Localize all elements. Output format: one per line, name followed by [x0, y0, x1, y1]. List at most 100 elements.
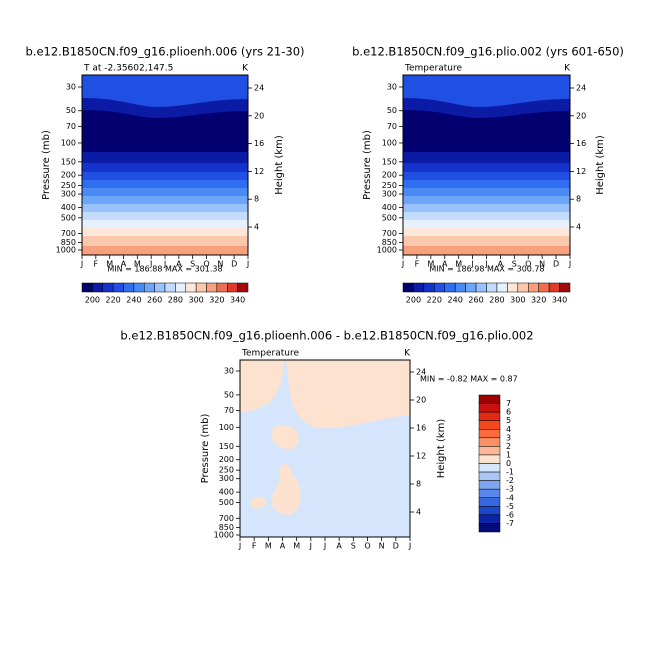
contour-band [403, 196, 570, 204]
x-tick-label: S [351, 542, 356, 551]
y2-tick-label: 24 [254, 84, 264, 93]
colorbar-box [478, 394, 501, 404]
y-tick-label: 150 [382, 157, 397, 166]
y-tick-label: 1000 [214, 531, 234, 540]
contour-band [403, 110, 570, 152]
contour-band [403, 204, 570, 212]
contour-band [82, 212, 248, 220]
colorbar-box [123, 282, 135, 293]
y-tick-label: 100 [61, 138, 76, 147]
colorbar-label: 320 [531, 296, 546, 305]
colorbar-label: 6 [506, 408, 511, 417]
y-tick-label: 250 [61, 181, 76, 190]
x-tick-label: M [265, 542, 272, 551]
contour-band [82, 110, 248, 152]
contour-band [82, 220, 248, 228]
colorbar-label: -6 [506, 510, 514, 519]
x-tick-label: O [364, 542, 370, 551]
x-tick-label: M [134, 260, 141, 269]
y-tick-label: 300 [61, 190, 76, 199]
colorbar-label: 200 [406, 296, 421, 305]
min-max: MIN = 186.88 MAX = 301.38 [107, 265, 222, 274]
y-axis-label: Pressure (mb) [362, 130, 373, 200]
contour-band [250, 496, 267, 509]
contour-band [82, 196, 248, 204]
colorbar-box [185, 282, 197, 293]
y-tick-label: 150 [61, 157, 76, 166]
colorbar-box [216, 282, 228, 293]
contour-band [82, 180, 248, 188]
y-tick-label: 250 [219, 466, 234, 475]
y-tick-label: 100 [219, 423, 234, 432]
y2-tick-label: 16 [416, 424, 426, 433]
x-tick-label: D [231, 260, 237, 269]
colorbar-label: 280 [168, 296, 183, 305]
y2-axis-label: Height (km) [274, 135, 285, 195]
x-tick-label: J [238, 542, 241, 551]
min-max: MIN = -0.82 MAX = 0.87 [420, 375, 518, 384]
contour-band [271, 464, 301, 515]
x-tick-label: A [176, 260, 182, 269]
colorbar-box [154, 282, 166, 293]
panel-subtitle: T at -2.35602,147.5 [83, 64, 173, 74]
y-tick-label: 100 [382, 138, 397, 147]
colorbar-label: -3 [506, 485, 514, 494]
y-tick-label: 850 [219, 523, 234, 532]
colorbar-box [538, 282, 550, 293]
x-tick-label: J [163, 260, 166, 269]
colorbar-label: 240 [448, 296, 463, 305]
y-tick-label: 700 [61, 229, 76, 238]
y-tick-label: 400 [382, 203, 397, 212]
colorbar-label: 340 [230, 296, 245, 305]
colorbar-box [478, 403, 501, 413]
colorbar-box [434, 282, 445, 293]
colorbar-box [413, 282, 425, 293]
colorbar-label: 240 [126, 296, 141, 305]
x-tick-label: A [336, 542, 342, 551]
colorbar-box [164, 282, 176, 293]
colorbar-box [133, 282, 145, 293]
x-tick-label: M [106, 260, 113, 269]
colorbar-box [112, 282, 124, 293]
panel: b.e12.B1850CN.f09_g16.plio.002 (yrs 601-… [352, 45, 624, 305]
colorbar-box [402, 282, 414, 293]
y2-tick-label: 20 [416, 396, 426, 405]
x-tick-label: J [80, 260, 83, 269]
contour-band [82, 188, 248, 196]
y2-tick-label: 8 [576, 195, 581, 204]
y2-tick-label: 4 [254, 223, 259, 232]
unit-label: K [564, 64, 571, 74]
y2-axis-label: Height (km) [595, 135, 606, 195]
colorbar-box [206, 282, 218, 293]
colorbar-box [478, 411, 501, 421]
x-tick-label: J [408, 542, 411, 551]
y-tick-label: 700 [219, 514, 234, 523]
y-tick-label: 850 [61, 238, 76, 247]
colorbar-label: 2 [506, 442, 511, 451]
colorbar-box [496, 282, 508, 293]
colorbar-box [478, 523, 501, 533]
colorbar-box [237, 282, 249, 293]
colorbar-box [478, 420, 501, 430]
colorbar-box [444, 282, 456, 293]
x-tick-label: F [252, 542, 257, 551]
panel-subtitle: Temperature [404, 64, 462, 74]
x-tick-label: O [525, 260, 531, 269]
y-tick-label: 500 [61, 213, 76, 222]
y-tick-label: 850 [382, 238, 397, 247]
colorbar-label: 5 [506, 416, 511, 425]
y2-tick-label: 16 [576, 139, 586, 148]
colorbar-label: 260 [147, 296, 162, 305]
y-tick-label: 200 [61, 171, 76, 180]
colorbar-box [528, 282, 539, 293]
colorbar-label: 300 [510, 296, 525, 305]
y2-tick-label: 8 [254, 195, 259, 204]
y2-tick-label: 16 [254, 139, 264, 148]
colorbar-box [486, 282, 498, 293]
y2-tick-label: 8 [416, 480, 421, 489]
colorbar-box [102, 282, 114, 293]
y2-tick-label: 12 [254, 167, 264, 176]
y-tick-label: 300 [219, 474, 234, 483]
y-tick-label: 400 [61, 203, 76, 212]
